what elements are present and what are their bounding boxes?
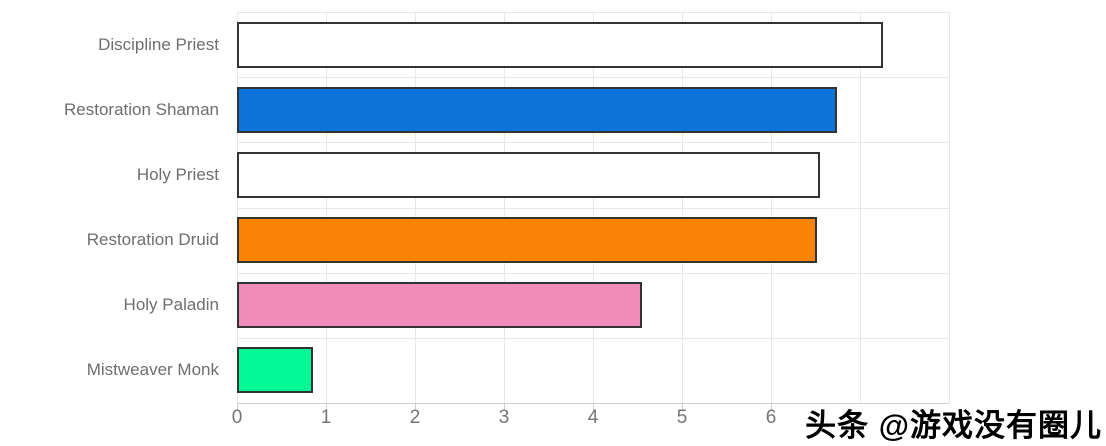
bar-holy-priest (237, 151, 820, 198)
category-label-mistweaver-monk: Mistweaver Monk (86, 360, 219, 380)
x-tick-label-1: 1 (320, 407, 332, 428)
plot-area (237, 12, 950, 404)
x-tick-label-0: 0 (231, 407, 243, 428)
x-tick-mark (326, 403, 327, 411)
x-tick-mark (771, 403, 772, 411)
x-tick-label-2: 2 (409, 407, 421, 428)
horizontal-gridline (237, 207, 949, 209)
horizontal-gridline (237, 337, 949, 339)
horizontal-gridline (237, 142, 949, 144)
x-tick-mark (237, 403, 238, 411)
category-label-holy-priest: Holy Priest (136, 164, 219, 184)
category-label-restoration-shaman: Restoration Shaman (64, 99, 219, 119)
category-label-holy-paladin: Holy Paladin (123, 295, 219, 315)
horizontal-gridline (237, 12, 949, 13)
x-tick-mark (682, 403, 683, 411)
x-tick-mark (415, 403, 416, 411)
category-label-restoration-druid: Restoration Druid (86, 230, 219, 250)
bar-mistweaver-monk (237, 347, 313, 394)
x-tick-mark (504, 403, 505, 411)
category-label-discipline-priest: Discipline Priest (98, 34, 219, 54)
x-tick-mark (593, 403, 594, 411)
horizontal-gridline (237, 272, 949, 274)
bar-discipline-priest (237, 21, 884, 68)
bar-restoration-druid (237, 217, 818, 264)
x-tick-label-4: 4 (587, 407, 599, 428)
horizontal-gridline (237, 77, 949, 79)
x-tick-label-3: 3 (498, 407, 510, 428)
x-tick-label-5: 5 (676, 407, 688, 428)
bar-holy-paladin (237, 282, 642, 329)
x-tick-label-6: 6 (765, 407, 777, 428)
watermark-text: 头条 @游戏没有圈儿 (805, 408, 1102, 443)
vertical-gridline (949, 12, 950, 403)
bar-restoration-shaman (237, 86, 837, 133)
